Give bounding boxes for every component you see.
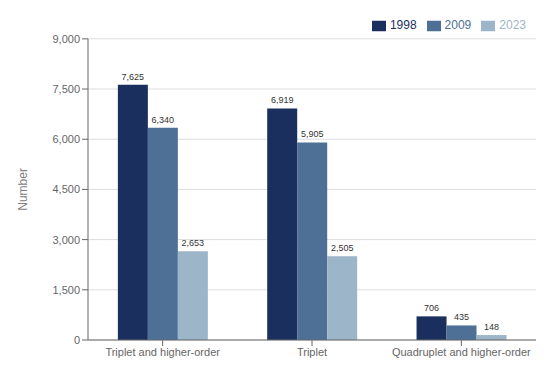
svg-text:148: 148: [484, 322, 499, 332]
svg-text:3,000: 3,000: [52, 234, 80, 246]
html-text:2023: 2023: [499, 18, 526, 32]
svg-text:2,505: 2,505: [331, 243, 354, 253]
svg-text:Number: Number: [16, 168, 30, 211]
svg-text:706: 706: [424, 303, 439, 313]
svg-text:6,340: 6,340: [152, 115, 175, 125]
svg-text:9,000: 9,000: [52, 33, 80, 45]
svg-text:7,625: 7,625: [122, 72, 145, 82]
svg-text:Triplet: Triplet: [297, 346, 327, 358]
svg-text:1,500: 1,500: [52, 284, 80, 296]
svg-text:4,500: 4,500: [52, 183, 80, 195]
svg-text:5,905: 5,905: [301, 129, 324, 139]
svg-text:Quadruplet and higher-order: Quadruplet and higher-order: [392, 346, 531, 358]
svg-text:6,919: 6,919: [271, 95, 294, 105]
svg-text:0: 0: [74, 334, 80, 346]
svg-text:7,500: 7,500: [52, 83, 80, 95]
html-text:1998: 1998: [389, 18, 417, 32]
svg-text:435: 435: [454, 312, 469, 322]
html-text:2009: 2009: [444, 18, 472, 32]
svg-text:6,000: 6,000: [52, 133, 80, 145]
svg-text:Triplet and higher-order: Triplet and higher-order: [105, 346, 220, 358]
svg-text:2,653: 2,653: [182, 238, 205, 248]
